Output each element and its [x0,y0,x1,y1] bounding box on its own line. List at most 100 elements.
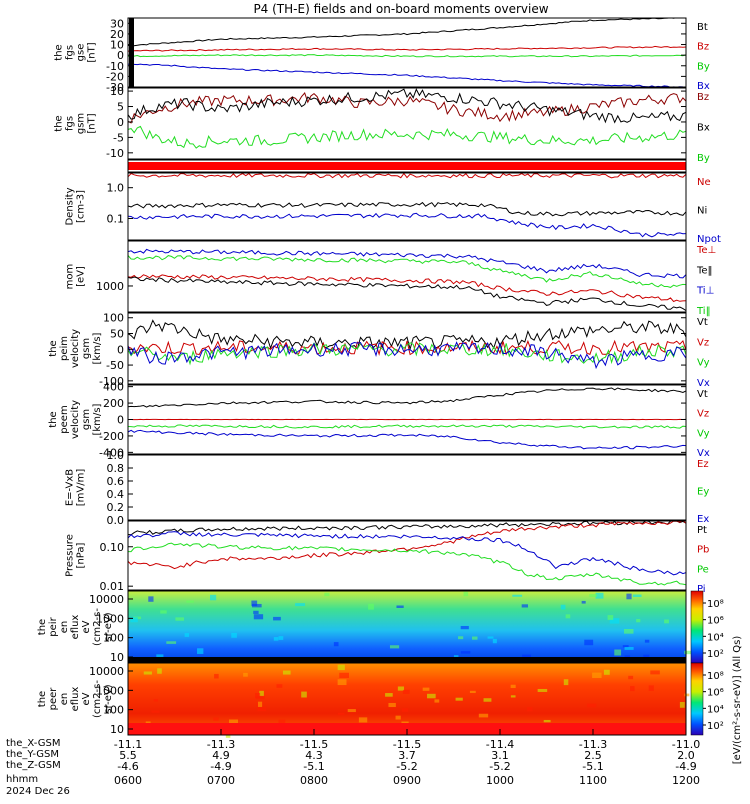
spectrogram-cell [592,673,601,678]
panel-frame [128,18,686,87]
panel-frame [128,313,686,384]
ylabel-line: Density [65,187,76,225]
legend-vz: Vz [697,337,709,348]
legend-ex: Ex [697,514,709,525]
spectrogram-cell [664,620,669,624]
spectrogram-cell [650,670,660,674]
spectrogram-cell [148,596,153,601]
series-bx-line [128,64,686,87]
ylabel-line: [mV/m] [76,469,87,507]
spectrogram-cell [273,617,281,621]
spectrogram-cell [166,641,176,644]
ylabel-line: the [37,691,48,707]
ytick-label: 1000 [96,280,124,293]
ylabel-line: fgs [65,45,76,60]
ytick-label: -5 [113,131,124,144]
series-ti⊥-line [128,249,686,278]
spectrogram-cell [512,595,522,597]
spectrogram-image [128,591,686,663]
spectrogram-cell [544,720,551,722]
spectrogram-cell [589,594,597,597]
spectrogram-cell [253,611,258,614]
spectrogram-cell [493,639,497,643]
colorbar-tick-label: 10² [707,721,724,732]
ytick-label: -10 [106,147,124,160]
spectrogram-cell [645,640,649,643]
ytick-label: -50 [106,359,124,372]
xaxis-row-label: the_X-GSM [6,738,60,749]
spectrogram-cell [584,640,593,646]
spectrogram-cell [403,690,410,694]
ylabel-line: (cm2-s- [92,608,103,646]
ylabel-line: eV [81,692,92,705]
spectrogram-cell [197,648,203,654]
legend-bt: Bt [697,22,708,33]
xtick-z-gsm: -4.9 [675,760,696,773]
ylabel-line: the [48,340,59,356]
series-group [128,89,686,148]
ytick-label: 1.0 [107,182,125,195]
flag-bar-panel [128,160,686,172]
colorbar-tick-label: 10⁸ [707,599,724,610]
ylabel-line: [nT] [87,113,98,133]
spectrogram-cell [587,704,596,708]
legend-ne: Ne [697,177,711,188]
series-group [128,521,686,586]
ylabel-line: sr-eV) [103,684,114,713]
colorbar-label: [eV/(cm²-s-sr-eV)] (All Qs) [732,636,743,765]
spectrogram-cell [582,601,586,604]
ytick-label: 400 [103,381,124,394]
spectrogram-cell [348,709,356,712]
spectrogram-cell [151,711,159,713]
spectrogram-cell [276,684,282,688]
ylabel-line: [cm-3] [76,190,87,223]
spectrogram-cell [511,695,516,697]
ytick-label: 1.0 [107,449,125,462]
xaxis-row-label: hhmm [6,774,38,785]
ylabel-line: E=-VxB [65,469,76,506]
series-by-line [128,126,686,148]
spectrogram-cell [561,605,566,610]
spectrogram-cell [427,694,436,698]
spectrogram-cell [390,645,399,648]
spectrogram-cell [461,626,469,629]
series-vt-line [128,388,686,407]
spectrogram-cell [625,647,634,650]
spectrogram-cell [295,603,305,606]
ytick-label: 0.1 [107,212,125,225]
spectrogram-cell [633,595,642,597]
ylabel-line: fgs [65,116,76,131]
series-vy-line [128,425,686,428]
series-pe-line [128,543,686,585]
ytick-label: 10000 [89,593,124,606]
spectrogram-cell [388,703,395,707]
ylabel-line: sr-eV) [103,612,114,641]
spectrogram-cell [624,629,633,634]
data-gap-marker [129,18,134,87]
spectrogram-cell [256,696,265,699]
xtick-time: 0700 [207,774,235,787]
series-npot-line [128,213,686,237]
legend-vx: Vx [697,448,710,459]
spectrogram-cell [301,692,307,698]
ylabel-line: gsm [81,409,92,430]
colorbar [691,591,703,663]
legend-bz: Bz [697,92,709,103]
spectrogram-cell [470,691,476,693]
spectrogram-cell [472,636,477,639]
ytick-label: 10 [110,85,124,98]
legend-bx: Bx [697,123,710,134]
spectrogram-cell [258,702,262,707]
colorbar-tick-label: 10⁴ [707,704,724,715]
spectrogram-cell [614,650,621,656]
legend-pe: Pe [697,564,709,575]
spectrogram-cell [338,713,345,715]
ylabel-line: [eV] [76,266,87,287]
legend-vt: Vt [697,389,708,400]
series-group [128,388,686,449]
legend-ey: Ey [697,487,709,498]
